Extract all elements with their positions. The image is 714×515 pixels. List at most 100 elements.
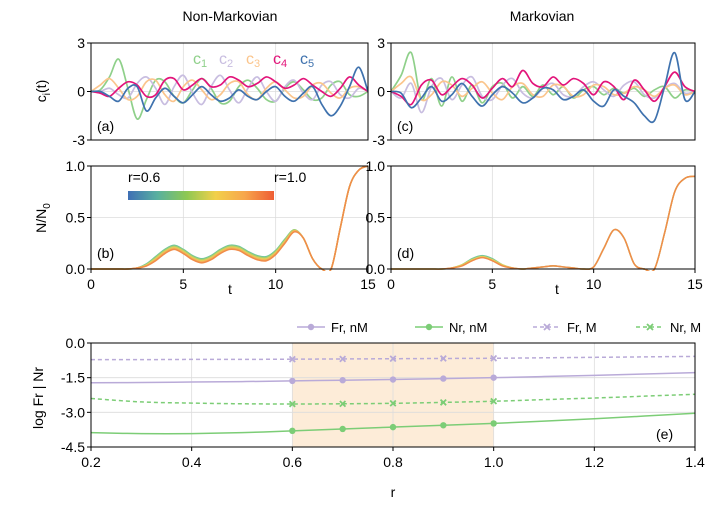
panel-c: 3 0 -3 bbox=[373, 35, 696, 148]
xtick-label: 0.6 bbox=[283, 454, 303, 470]
title-markovian: Markovian bbox=[510, 8, 575, 24]
data-point bbox=[440, 422, 447, 429]
legend-label: Fr, M bbox=[567, 320, 597, 335]
ytick-label: 0.5 bbox=[66, 210, 86, 226]
ylabel-n: N/N0 bbox=[33, 203, 53, 233]
data-point bbox=[490, 374, 497, 381]
ylabel-ci-base: c bbox=[33, 95, 49, 102]
data-point bbox=[440, 375, 447, 382]
legend-marker bbox=[646, 323, 654, 331]
ytick-label: 0.0 bbox=[66, 261, 86, 277]
ytick-label: -3.0 bbox=[61, 404, 85, 420]
series-line-c5 bbox=[91, 66, 368, 117]
legend-c3-sub: 3 bbox=[254, 58, 260, 70]
xtick-label: 15 bbox=[360, 276, 376, 292]
ylabel-ci-sub: i bbox=[42, 93, 53, 95]
legend-marker bbox=[307, 323, 315, 331]
legend-c5-sub: 5 bbox=[308, 58, 314, 70]
data-point bbox=[288, 355, 296, 363]
legend-c2-base: c bbox=[219, 51, 227, 68]
xtick-label: 0.4 bbox=[182, 454, 202, 470]
panel-e: 0.0 -1.5 -3.0 -4.50.2 0.4 0.6 0.8 1.0 1.2 1.4 Fr, … bbox=[61, 320, 705, 470]
series-line-c2 bbox=[91, 74, 368, 106]
series-line-c1 bbox=[91, 58, 368, 120]
data-point bbox=[389, 376, 397, 383]
legend-c5: c5 bbox=[300, 51, 314, 70]
legend-c5-base: c bbox=[300, 51, 308, 68]
ytick-label: -3 bbox=[373, 132, 386, 148]
data-point bbox=[490, 420, 497, 427]
legend-label: Nr, nM bbox=[449, 320, 487, 335]
ytick-label: -1.5 bbox=[61, 370, 85, 386]
series-line-c5 bbox=[391, 51, 695, 124]
xtick-label: 0.8 bbox=[383, 454, 403, 470]
legend-c1: c1 bbox=[193, 51, 207, 70]
xtick-label: 1.4 bbox=[685, 454, 705, 470]
panel-b-label: (b) bbox=[97, 245, 114, 261]
legend-c3: c3 bbox=[246, 51, 260, 70]
legend-label: Nr, M bbox=[670, 320, 701, 335]
panel-b: 0.0 0.5 1.0 0 5 10 15 bbox=[66, 158, 376, 292]
series-line-c4 bbox=[391, 69, 695, 106]
ytick-label: 1.0 bbox=[366, 158, 386, 174]
ytick-label: 0.0 bbox=[366, 261, 386, 277]
data-point bbox=[339, 425, 346, 433]
legend-c4: c4 bbox=[273, 51, 287, 70]
legend-c3-base: c bbox=[246, 51, 254, 68]
series-line-c3 bbox=[91, 77, 368, 103]
xlabel-r: r bbox=[391, 484, 396, 500]
data-point bbox=[439, 355, 447, 362]
panel-e-label: (e) bbox=[656, 426, 673, 442]
legend-c1-base: c bbox=[193, 51, 201, 68]
ytick-label: -3 bbox=[73, 132, 86, 148]
series-line-r-0-8 bbox=[391, 175, 695, 271]
data-point bbox=[289, 377, 296, 385]
data-point bbox=[439, 398, 447, 406]
data-point bbox=[288, 400, 296, 408]
xtick-label: 1.0 bbox=[484, 454, 504, 470]
series-line-c4 bbox=[91, 75, 368, 99]
xtick-label: 15 bbox=[687, 276, 703, 292]
panel-c-label: (c) bbox=[397, 118, 413, 134]
ytick-label: 0.5 bbox=[366, 210, 386, 226]
data-point bbox=[490, 354, 498, 362]
data-point bbox=[339, 355, 347, 363]
data-point bbox=[389, 423, 397, 431]
ytick-label: 3 bbox=[377, 35, 385, 51]
xtick-label: 10 bbox=[268, 276, 284, 292]
xlabel-t-b: t bbox=[228, 281, 232, 297]
xtick-label: 0 bbox=[387, 276, 395, 292]
ylabel-n-base: N/N bbox=[33, 209, 49, 233]
legend-c2-sub: 2 bbox=[227, 58, 233, 70]
ytick-label: 0 bbox=[77, 84, 85, 100]
legend-label: Fr, nM bbox=[331, 320, 368, 335]
data-point bbox=[389, 399, 397, 407]
data-point bbox=[289, 427, 296, 435]
ytick-label: -4.5 bbox=[61, 439, 85, 455]
data-point bbox=[339, 400, 347, 408]
colorbar-max-label: r=1.0 bbox=[274, 169, 307, 185]
colorbar-min-label: r=0.6 bbox=[128, 169, 161, 185]
panel-d: 0.0 0.5 1.0 0 5 10 15 bbox=[366, 158, 703, 292]
ylabel-n-sub: 0 bbox=[42, 203, 53, 209]
xtick-label: 0.2 bbox=[81, 454, 101, 470]
xtick-label: 1.2 bbox=[585, 454, 605, 470]
legend-marker bbox=[543, 323, 551, 331]
series-line-r-1-0 bbox=[391, 175, 695, 271]
ylabel-ci-tail: (t) bbox=[33, 80, 49, 93]
ytick-label: 1.0 bbox=[66, 158, 86, 174]
ylabel-log: log Fr | Nr bbox=[30, 367, 46, 429]
xtick-label: 0 bbox=[87, 276, 95, 292]
panel-a-label: (a) bbox=[97, 118, 114, 134]
colorbar bbox=[128, 191, 274, 200]
data-point bbox=[339, 377, 346, 384]
legend-c1-sub: 1 bbox=[201, 58, 207, 70]
ytick-label: 3 bbox=[77, 35, 85, 51]
ylabel-ci: ci(t) bbox=[33, 80, 53, 102]
xtick-label: 10 bbox=[586, 276, 602, 292]
panel-d-label: (d) bbox=[397, 245, 414, 261]
panel-a: 30-3c1 c2 c3 c4 c5 bbox=[73, 35, 369, 148]
xtick-label: 5 bbox=[179, 276, 187, 292]
series-line-c1 bbox=[391, 51, 695, 107]
